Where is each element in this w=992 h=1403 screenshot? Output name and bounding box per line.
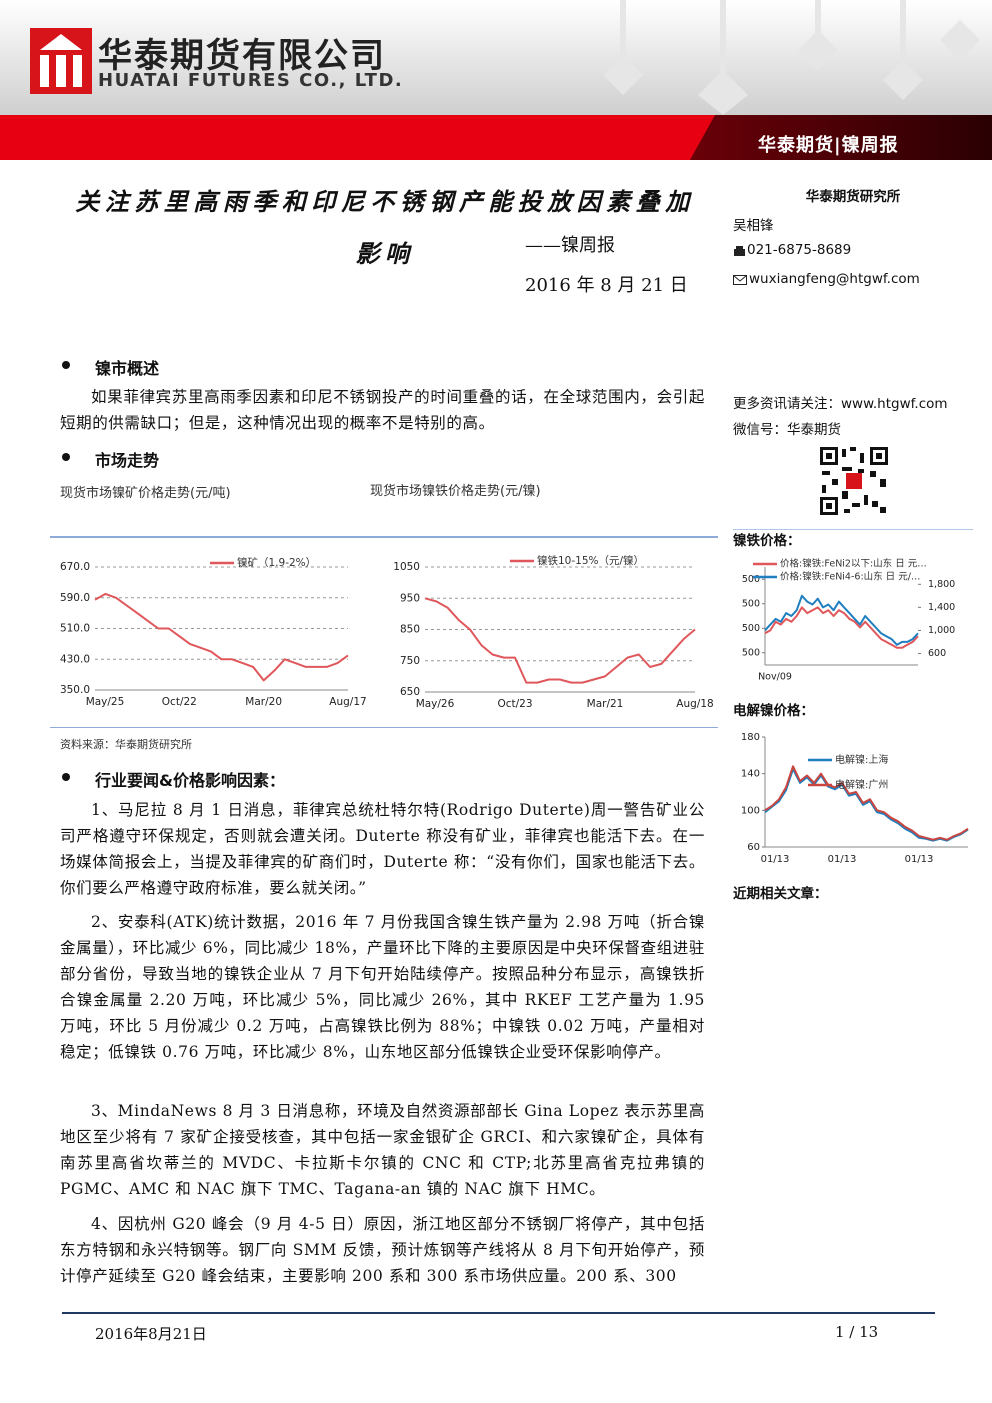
- paragraph: 4、因杭州 G20 峰会（9 月 4-5 日）原因，浙江地区部分不锈钢厂将停产，…: [60, 1215, 705, 1285]
- header-decoration: [603, 0, 980, 115]
- y-tick-label: 180: [741, 732, 760, 743]
- y-tick-label: 670.0: [60, 561, 90, 573]
- x-tick-label: Nov/09: [758, 672, 792, 683]
- y-tick-label: 850: [400, 624, 420, 636]
- y-tick-label: 140: [741, 769, 760, 780]
- chart: 350.0 430.0 510.0 590.0 670.0 May/25 Oct/22 Mar…: [60, 556, 367, 708]
- series-line: [94, 592, 349, 682]
- x-tick-label: Aug/17: [329, 696, 366, 708]
- phone: 021-6875-8689: [747, 242, 852, 258]
- wechat: 微信号：华泰期货: [733, 422, 841, 438]
- website: 更多资讯请关注：www.htgwf.com: [733, 396, 948, 412]
- paragraph: 3、MindaNews 8 月 3 日消息称，环境及自然资源部部长 Gina L…: [60, 1102, 705, 1198]
- bullet: [62, 361, 70, 369]
- x-tick-label: 01/13: [828, 854, 857, 865]
- nife-title: 镍铁价格：: [733, 533, 801, 549]
- report-series: ——镍周报: [525, 235, 615, 256]
- section-heading: 行业要闻&价格影响因素：: [95, 771, 285, 790]
- electro-title: 电解镍价格：: [733, 703, 814, 719]
- series-line: [764, 606, 919, 649]
- y2-tick-label: 600: [928, 648, 946, 659]
- y2-tick-label: 1,800: [928, 579, 955, 590]
- x-tick-label: Oct/23: [497, 698, 532, 710]
- bullet: [62, 773, 70, 781]
- institute: 华泰期货研究所: [805, 189, 901, 205]
- x-tick-label: 01/13: [905, 854, 934, 865]
- section-heading: 市场走势: [95, 451, 160, 470]
- legend-label: 电解镍:广州: [835, 778, 888, 791]
- y2-tick-label: 1,400: [928, 602, 955, 613]
- report-tag: 华泰期货|镍周报: [758, 135, 899, 156]
- x-tick-label: Aug/18: [676, 698, 713, 710]
- legend-label: 镍矿（1.9-2%）: [237, 556, 316, 569]
- chart: 500 500 500 500 600 1,000 1,400 1,800 Nov/09 价格:镍…: [742, 558, 955, 683]
- report-title: 关注苏里高雨季和印尼不锈钢产能投放因素叠加影响: [75, 187, 695, 268]
- y-tick-label: 1050: [393, 561, 420, 573]
- related-title: 近期相关文章：: [733, 886, 828, 902]
- y-tick-label: 590.0: [60, 592, 90, 604]
- y-tick-label: 510.0: [60, 623, 90, 635]
- x-tick-label: May/26: [416, 698, 455, 710]
- company-name-en: HUATAI FUTURES CO., LTD.: [98, 70, 404, 91]
- y-tick-label: 650: [400, 686, 420, 698]
- y-tick-label: 100: [741, 805, 760, 816]
- y-tick-label: 350.0: [60, 684, 90, 696]
- y-tick-label: 500: [742, 574, 760, 585]
- email: wuxiangfeng@htgwf.com: [749, 271, 920, 287]
- qr-code: [818, 445, 890, 517]
- analyst: 吴相锋: [733, 218, 774, 234]
- y-tick-label: 500: [742, 647, 760, 658]
- chart-caption: 现货市场镍铁价格走势(元/镍): [370, 484, 541, 499]
- footer-line: [62, 1312, 935, 1314]
- paragraph: 2、安泰科(ATK)统计数据，2016 年 7 月份我国含镍生铁产量为 2.98…: [60, 913, 705, 1061]
- y-tick-label: 500: [742, 598, 760, 609]
- x-tick-label: May/25: [86, 696, 125, 708]
- divider: [50, 536, 718, 538]
- report-date: 2016 年 8 月 21 日: [525, 275, 688, 296]
- legend-label: 价格:镍铁:FeNi2以下:山东 日 元…: [780, 558, 927, 570]
- y-tick-label: 60: [747, 842, 760, 853]
- y-tick-label: 500: [742, 623, 760, 634]
- paragraph: 1、马尼拉 8 月 1 日消息，菲律宾总统杜特尔特(Rodrigo Dutert…: [60, 801, 705, 897]
- x-tick-label: Mar/20: [245, 696, 282, 708]
- divider: [50, 727, 718, 728]
- x-tick-label: 01/13: [761, 854, 790, 865]
- y-tick-label: 750: [400, 655, 420, 667]
- y2-tick-label: 1,000: [928, 625, 955, 636]
- series-line: [764, 594, 919, 646]
- y-tick-label: 950: [400, 592, 420, 604]
- section-heading: 镍市概述: [95, 359, 160, 378]
- footer-date: 2016年8月21日: [95, 1325, 207, 1343]
- chart: 650 750 850 950 1050 May/26 Oct/23 Mar/21 Aug/18…: [393, 554, 713, 710]
- logo: [30, 28, 92, 94]
- phone-icon: [734, 246, 745, 256]
- source: 资料来源：华泰期货研究所: [60, 738, 192, 751]
- page-number: 1 / 13: [835, 1323, 879, 1341]
- x-tick-label: Mar/21: [587, 698, 624, 710]
- bullet: [62, 453, 70, 461]
- company-name: 华泰期货有限公司: [98, 36, 386, 76]
- legend-label: 价格:镍铁:FeNi4-6:山东 日 元/…: [780, 571, 920, 583]
- series-line: [764, 765, 969, 841]
- series-line: [424, 597, 696, 684]
- legend-label: 镍铁10-15%（元/镍）: [537, 554, 644, 567]
- email-icon: [733, 275, 747, 285]
- legend-label: 电解镍:上海: [835, 753, 888, 766]
- paragraph: 如果菲律宾苏里高雨季因素和印尼不锈钢投产的时间重叠的话，在全球范围内，会引起短期…: [60, 388, 705, 432]
- chart-caption: 现货市场镍矿价格走势(元/吨): [60, 486, 231, 501]
- divider: [733, 529, 973, 530]
- y-tick-label: 430.0: [60, 653, 90, 665]
- x-tick-label: Oct/22: [162, 696, 197, 708]
- dark-band: [690, 115, 992, 160]
